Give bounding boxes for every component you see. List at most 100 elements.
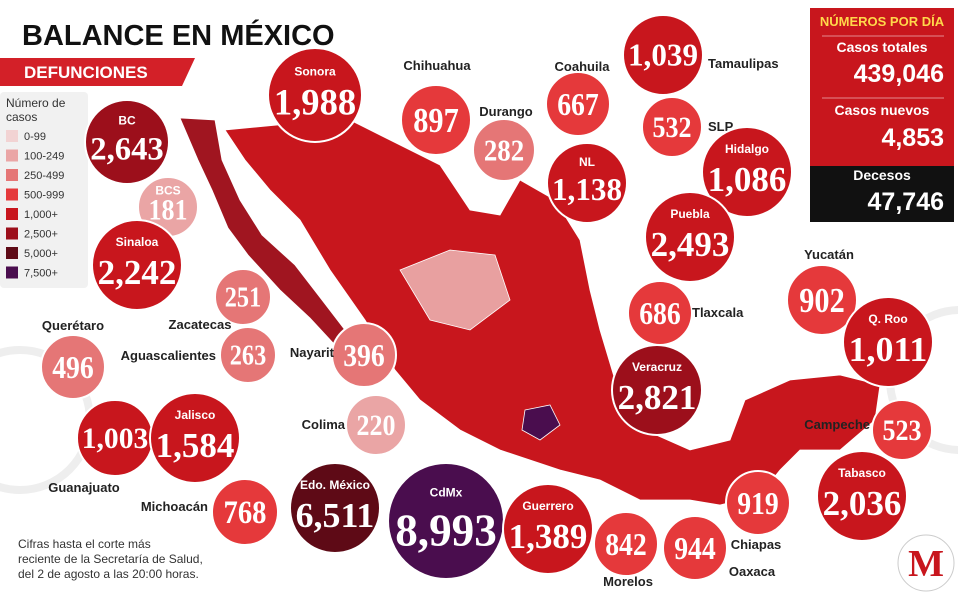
logo-circle [897,534,955,592]
state-name: Sinaloa [116,235,159,249]
state-value: 1,011 [849,330,928,369]
legend-items: 0-99 100-249 250-499 500-999 1,000+ 2,500+ 5,0… [6,130,64,280]
state-name: Coahuila [555,59,611,74]
state-bubble [345,394,407,456]
legend-label: 5,000+ [24,248,58,260]
state-name: Colima [302,417,346,432]
state-bubble [214,268,272,326]
summary-panel [810,8,954,166]
state-bubble [267,47,363,143]
state-bubble [593,511,659,577]
state-name: Morelos [603,574,653,589]
state-name: Edo. México [300,478,370,492]
legend-swatch [6,188,18,201]
legend-label: 500-999 [24,190,64,202]
state-name: Nayarit [290,345,335,360]
state-name: Zacatecas [169,317,232,332]
state-value: 842 [605,526,647,562]
state-name: Durango [479,104,533,119]
state-name: Campeche [804,417,870,432]
legend-label: 250-499 [24,170,64,182]
legend-label: 0-99 [24,131,46,143]
state-value: 220 [357,409,396,442]
state-name: Puebla [670,207,710,221]
state-value: 686 [639,295,681,331]
summary-title: NÚMEROS POR DÍA [820,14,945,29]
state-bubble [331,322,397,388]
summary-value: 47,746 [868,188,944,216]
state-name: CdMx [430,486,463,500]
state-name: Jalisco [175,408,216,422]
state-value: 1,389 [509,517,588,556]
legend-swatch [6,130,18,142]
state-value: 1,584 [156,426,235,465]
summary-value: 4,853 [881,124,944,152]
title-prefix: BALANCE EN [22,20,212,52]
state-value: 523 [883,414,922,447]
summary-panel-dark [810,166,954,222]
state-bubble [701,126,793,218]
state-value: 667 [557,86,599,122]
state-name: Hidalgo [725,142,769,156]
state-value: 768 [224,495,267,531]
state-value: 6,511 [296,496,375,535]
state-name: NL [579,155,595,169]
cdmx-area [521,404,561,441]
subtitle-banner [0,58,195,86]
state-bubble [400,84,472,156]
logo: M [908,543,944,585]
state-bubble [149,392,241,484]
state-name: SLP [708,119,734,134]
state-name: BC [118,113,136,127]
footnote-line: del 2 de agosto a las 20:00 horas. [18,567,199,581]
central-states [399,249,511,331]
state-name: Tamaulipas [708,56,779,71]
state-name: Oaxaca [729,564,776,579]
legend-swatch [6,247,18,259]
state-bubble [622,14,704,96]
legend-swatch [6,149,18,162]
state-name: Guerrero [522,499,573,513]
footnote-line: reciente de la Secretaría de Salud, [18,552,203,566]
state-value: 396 [343,337,385,373]
state-value: 944 [674,530,716,566]
state-name: Guanajuato [48,480,120,495]
state-value: 919 [737,485,779,521]
map [179,117,881,506]
state-value: 8,993 [395,505,497,555]
legend-swatch [6,208,18,220]
state-name: Querétaro [42,318,104,333]
state-bubble [472,118,536,182]
state-bubble [91,219,183,311]
state-bubble [546,142,628,224]
state-value: 1,003 [82,423,149,455]
state-bubble [644,191,736,283]
legend-swatch [6,227,18,240]
state-bubble [786,264,858,336]
state-name: Yucatán [804,247,854,262]
state-value: 1,039 [628,38,698,73]
mainland [224,119,881,506]
state-value: 897 [413,101,459,140]
state-value: 1,086 [708,160,787,199]
state-name: Tlaxcala [692,305,744,320]
state-bubble [725,470,791,536]
state-name: Michoacán [141,499,208,514]
state-value: 2,036 [823,484,902,523]
state-name: Chihuahua [403,58,471,73]
state-value: 181 [149,194,188,227]
state-bubble [871,399,933,461]
summary-label: Decesos [853,167,911,183]
state-bubble [502,483,594,575]
legend-swatch [6,266,18,279]
summary-label: Casos nuevos [835,102,930,118]
state-value: 282 [484,133,524,168]
legend-label: 7,500+ [24,268,58,280]
legend-label: 1,000+ [24,209,58,221]
state-name: Chiapas [731,537,782,552]
state-value: 496 [52,349,94,385]
title: BALANCE EN MÉXICO [22,18,335,52]
state-name: Tabasco [838,466,886,480]
